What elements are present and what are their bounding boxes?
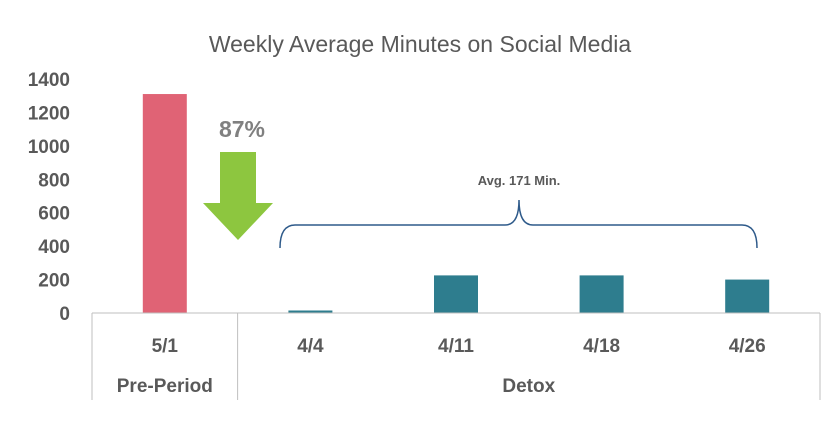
group-label: Pre-Period [117,376,213,397]
average-label: Avg. 171 Min. [478,173,561,188]
x-tick-label: 4/26 [729,336,766,357]
chart-title: Weekly Average Minutes on Social Media [209,31,632,57]
annotations: 87% Avg. 171 Min. [203,116,758,249]
bar [142,94,187,314]
y-tick-label: 400 [38,237,70,258]
down-arrow-icon [203,152,273,240]
y-tick-label: 1400 [28,70,70,91]
x-tick-label: 4/4 [297,336,324,357]
category-table: 5/1 4/4 4/11 4/18 4/26 Pre-Period Detox [91,312,821,400]
group-label: Detox [502,376,555,397]
x-tick-label: 4/18 [583,336,620,357]
y-tick-label: 1200 [28,103,70,124]
bar [579,275,624,313]
y-tick-label: 1000 [28,137,70,158]
bars [142,94,770,314]
y-tick-label: 0 [59,304,70,325]
y-tick-label: 800 [38,170,70,191]
reduction-percent-label: 87% [219,116,265,142]
x-tick-label: 4/11 [438,336,474,357]
x-tick-label: 5/1 [152,336,179,357]
brace-icon [279,199,758,249]
bar [434,275,478,313]
y-tick-label: 600 [38,204,70,225]
bar [725,279,770,313]
y-axis: 0 200 400 600 800 1000 1200 1400 [28,70,70,325]
bar [288,310,333,313]
y-tick-label: 200 [38,271,70,292]
